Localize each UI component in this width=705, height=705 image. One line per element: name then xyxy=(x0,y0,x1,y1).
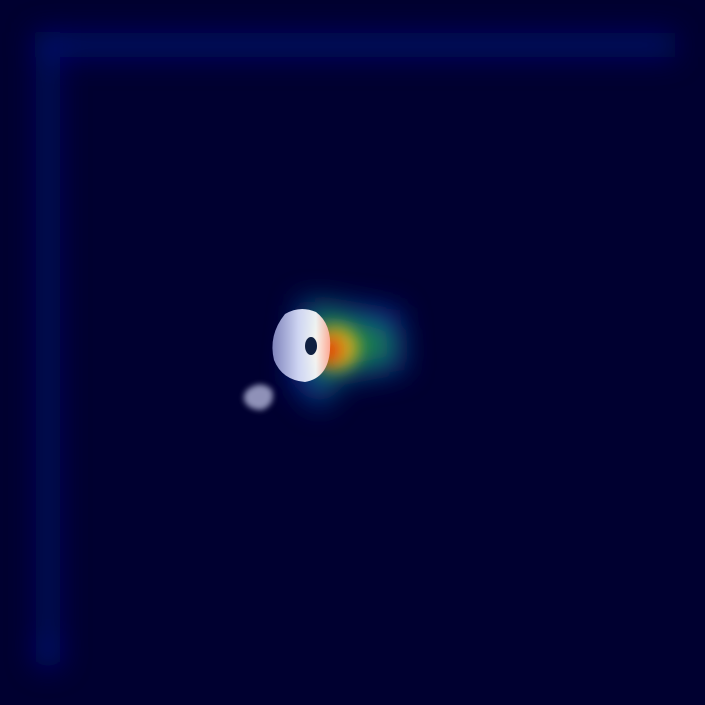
asteroid xyxy=(272,308,331,382)
crater xyxy=(305,337,317,355)
border-glow xyxy=(34,32,675,669)
asteroid-small xyxy=(243,384,273,410)
